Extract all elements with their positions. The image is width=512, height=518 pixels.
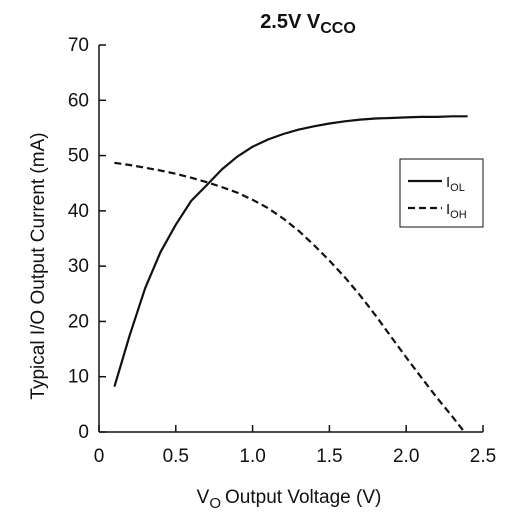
y-tick-label: 70 bbox=[68, 35, 89, 56]
y-tick-label: 30 bbox=[68, 256, 89, 277]
y-tick-label: 60 bbox=[68, 90, 89, 111]
x-axis-label-subscript: O bbox=[209, 495, 221, 512]
y-axis-label: Typical I/O Output Current (mA) bbox=[28, 132, 49, 399]
y-tick-label: 50 bbox=[68, 146, 89, 167]
x-tick-label: 0.5 bbox=[163, 446, 189, 467]
chart-title-main: 2.5V V bbox=[260, 11, 321, 33]
x-tick-label: 2.0 bbox=[393, 446, 419, 467]
legend-label-subscript: OH bbox=[450, 209, 467, 221]
axes: 0 0.5 1.0 1.5 2.0 2.5 0 10 20 30 40 50 60 70 bbox=[68, 35, 496, 467]
series-line-ol bbox=[114, 116, 467, 386]
legend-box bbox=[400, 159, 483, 227]
x-tick-label: 2.5 bbox=[470, 446, 496, 467]
x-tick-label: 1.5 bbox=[316, 446, 342, 467]
legend-label-subscript: OL bbox=[450, 182, 465, 194]
x-tick-label: 0 bbox=[94, 446, 105, 467]
x-tick-label: 1.0 bbox=[239, 446, 265, 467]
y-tick-label: 0 bbox=[78, 422, 89, 443]
x-axis-label-text: Output Voltage (V) bbox=[225, 487, 381, 508]
x-axis-label: VO Output Voltage (V) bbox=[197, 487, 382, 512]
y-tick-label: 40 bbox=[68, 201, 89, 222]
y-tick-label: 20 bbox=[68, 311, 89, 332]
y-tick-label: 10 bbox=[68, 367, 89, 388]
chart-title-subscript: CCO bbox=[320, 20, 356, 37]
chart-title: 2.5V VCCO bbox=[260, 11, 356, 37]
x-axis-label-prefix: V bbox=[197, 487, 210, 508]
